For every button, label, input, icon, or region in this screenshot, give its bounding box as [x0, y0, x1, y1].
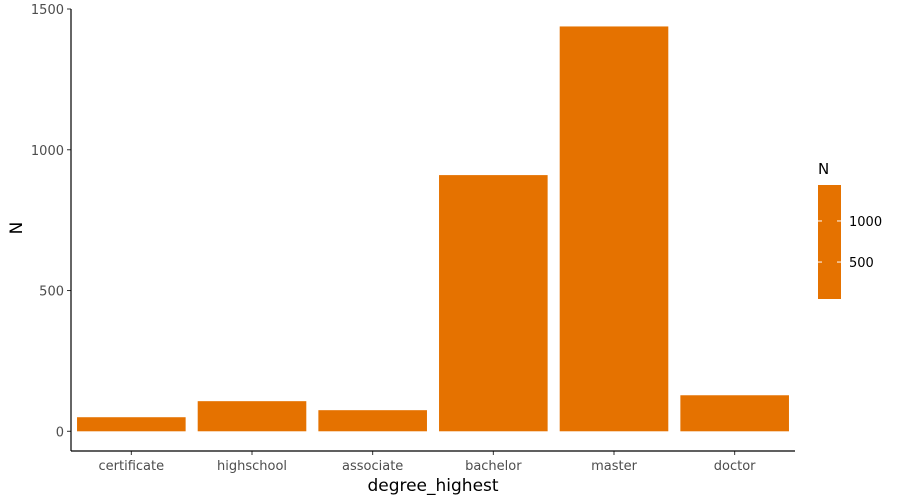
x-tick-label: doctor — [714, 459, 756, 474]
y-tick-label: 1500 — [31, 3, 64, 18]
y-tick-label: 1000 — [31, 144, 64, 159]
x-tick-label: associate — [342, 459, 403, 474]
legend-color-bar — [818, 185, 841, 299]
y-axis-title: N — [7, 222, 27, 235]
bar-certificate — [77, 417, 186, 432]
legend: N 500 1000 — [818, 160, 882, 299]
x-tick-label: highschool — [217, 459, 287, 474]
x-tick-label: bachelor — [465, 459, 522, 474]
bars-group — [77, 26, 789, 432]
legend-tick-label: 500 — [849, 256, 874, 271]
bar-bachelor — [439, 175, 548, 432]
x-axis-ticks: certificate highschool associate bachelor ma… — [99, 451, 756, 474]
bar-master — [559, 26, 669, 432]
legend-title: N — [818, 160, 829, 178]
bar-associate — [318, 410, 427, 432]
bar-doctor — [680, 395, 789, 432]
legend-tick-label: 1000 — [849, 215, 882, 230]
legend-ticks: 500 1000 — [818, 215, 882, 271]
x-tick-label: certificate — [99, 459, 165, 474]
x-axis-title: degree_highest — [367, 476, 498, 496]
y-tick-label: 500 — [39, 285, 64, 300]
y-axis-ticks: 0 500 1000 1500 — [31, 3, 71, 440]
bar-highschool — [197, 401, 307, 432]
x-tick-label: master — [591, 459, 637, 474]
y-tick-label: 0 — [56, 425, 64, 440]
